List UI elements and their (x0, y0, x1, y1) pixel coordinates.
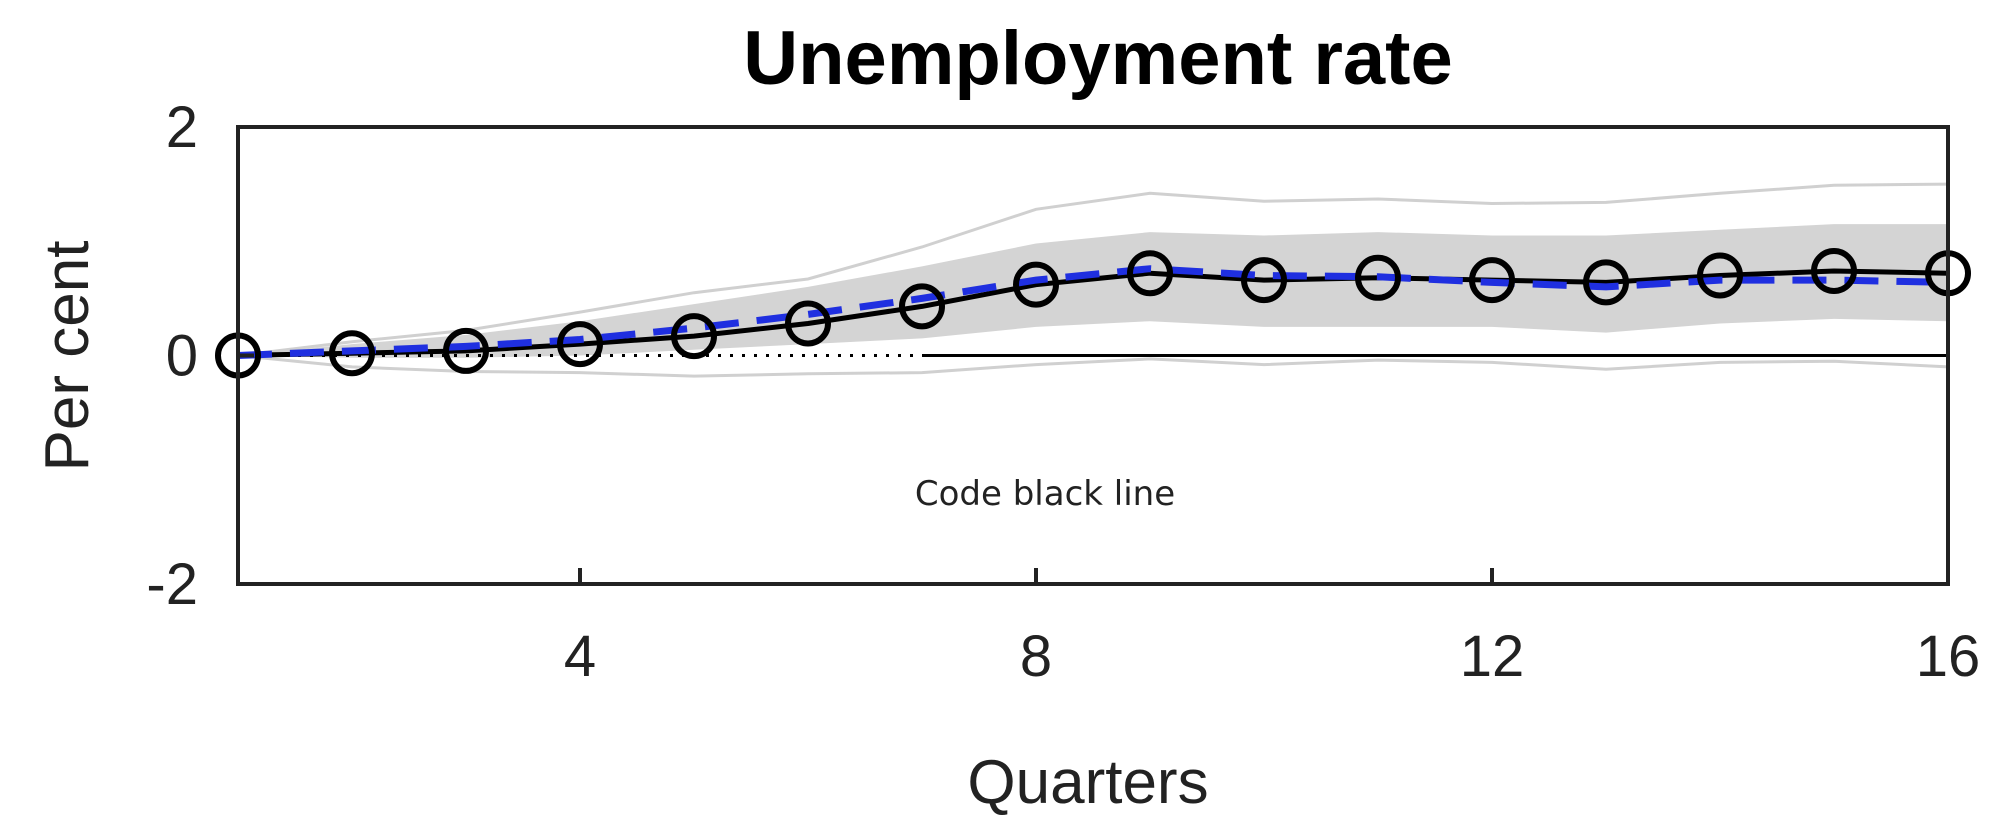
data-point-marker (1811, 247, 1857, 294)
data-point-marker (443, 327, 489, 374)
y-tick-label: 0 (166, 324, 198, 389)
data-point-marker (671, 313, 717, 360)
x-tick-label: 16 (1916, 624, 1981, 689)
outer-lower-line (237, 354, 1949, 378)
axis-ticks: 4 8 12 16 -2 0 2 (146, 95, 1980, 689)
data-point-marker (1241, 257, 1287, 304)
chart-annotation: Code black line (915, 474, 1175, 514)
data-point-marker (1469, 257, 1515, 304)
data-point-marker (1013, 261, 1059, 308)
y-axis-label: Per cent (33, 241, 102, 472)
outer-upper-line (237, 182, 1949, 357)
confidence-band (238, 224, 1948, 358)
data-point-marker (899, 283, 945, 330)
data-point-marker (1583, 259, 1629, 306)
plot-area (215, 182, 1971, 379)
data-point-marker (785, 300, 831, 347)
data-point-marker (1355, 254, 1401, 301)
y-tick-label: -2 (146, 552, 198, 617)
chart-title: Unemployment rate (743, 16, 1453, 101)
x-axis-label: Quarters (967, 748, 1208, 817)
x-tick-label: 8 (1020, 624, 1052, 689)
data-point-marker (557, 321, 603, 368)
data-point-marker (1127, 250, 1173, 297)
x-tick-label: 4 (564, 624, 596, 689)
main-series-line (237, 268, 1949, 358)
median-series-line (237, 265, 1949, 359)
data-point-marker (329, 330, 375, 377)
x-tick-label: 12 (1460, 624, 1525, 689)
y-tick-label: 2 (166, 95, 198, 160)
data-point-marker (1697, 252, 1743, 299)
